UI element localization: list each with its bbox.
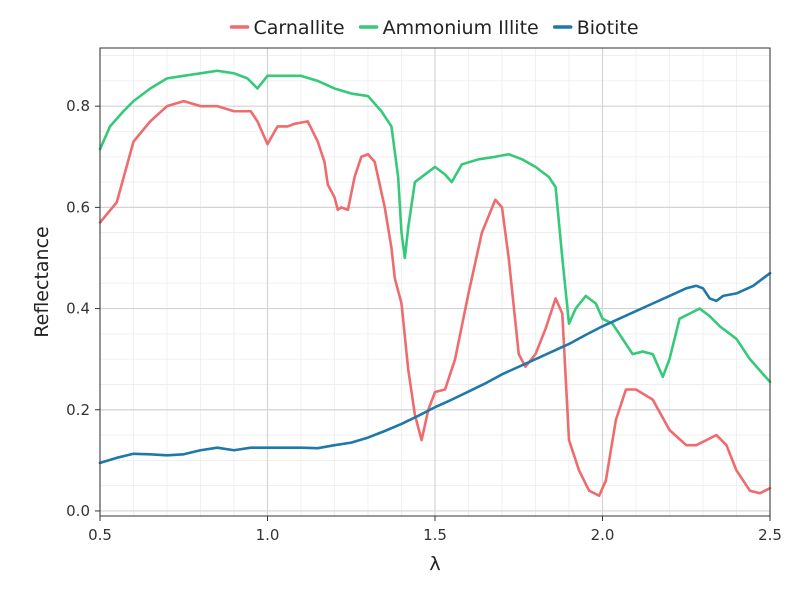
series-line-2	[98, 271, 772, 465]
legend-label: Carnallite	[254, 17, 345, 39]
y-tick-label: 0.6	[66, 198, 90, 216]
legend-item-2: Biotite	[552, 17, 639, 39]
x-tick-label: 2.5	[758, 526, 782, 544]
x-axis: 0.5 1.0 1.5 2.0 2.5	[88, 516, 782, 544]
series-line-0	[98, 99, 772, 498]
x-tick-label: 1.5	[423, 526, 447, 544]
x-axis-title: λ	[429, 553, 440, 575]
series-lines	[98, 69, 772, 498]
legend: Carnallite Ammonium Illite Biotite	[229, 17, 639, 39]
y-tick-label: 0.8	[66, 97, 90, 115]
series-line-1	[98, 69, 772, 384]
x-tick-label: 1.0	[256, 526, 280, 544]
legend-item-0: Carnallite	[229, 17, 345, 39]
legend-label: Ammonium Illite	[383, 17, 539, 39]
legend-item-1: Ammonium Illite	[358, 17, 539, 39]
y-tick-label: 0.2	[66, 401, 90, 419]
y-axis-title: Reflectance	[31, 226, 53, 337]
x-tick-label: 2.0	[591, 526, 615, 544]
y-axis: 0.0 0.2 0.4 0.6 0.8	[66, 97, 100, 520]
x-tick-label: 0.5	[88, 526, 112, 544]
y-tick-label: 0.0	[66, 502, 90, 520]
legend-label: Biotite	[577, 17, 639, 39]
y-tick-label: 0.4	[66, 300, 90, 318]
